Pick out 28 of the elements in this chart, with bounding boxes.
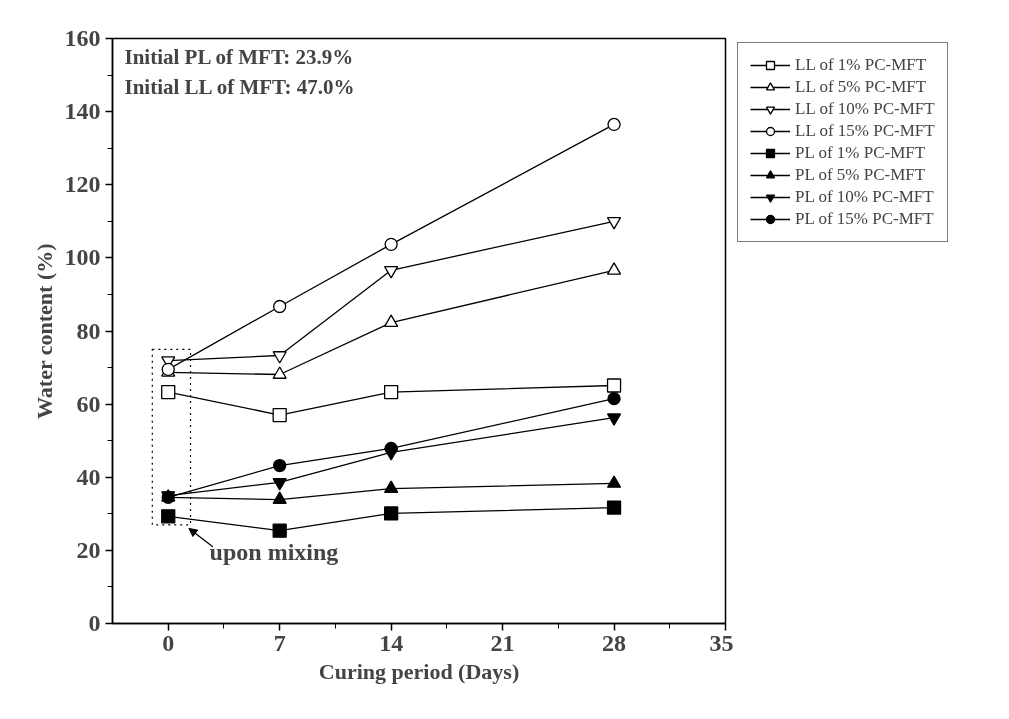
annotation: upon mixing xyxy=(209,539,339,566)
y-axis-title: Water content (%) xyxy=(31,243,57,419)
y-tick-label: 100 xyxy=(64,244,101,271)
annotation: Initial LL of MFT: 47.0% xyxy=(124,74,355,99)
y-tick-label: 120 xyxy=(64,171,101,198)
legend-label: LL of 10% PC-MFT xyxy=(795,99,935,119)
legend-label: LL of 1% PC-MFT xyxy=(795,55,927,75)
y-tick-label: 80 xyxy=(76,317,101,344)
y-tick-label: 0 xyxy=(88,610,101,636)
y-tick-label: 60 xyxy=(76,390,101,417)
legend-label: PL of 5% PC-MFT xyxy=(795,165,926,185)
x-tick-label: 21 xyxy=(490,629,515,656)
legend-label: PL of 1% PC-MFT xyxy=(795,143,926,163)
x-axis-title: Curing period (Days) xyxy=(318,658,520,684)
legend-label: LL of 15% PC-MFT xyxy=(795,121,935,141)
legend-label: PL of 15% PC-MFT xyxy=(795,209,934,229)
x-tick-label: 0 xyxy=(162,629,175,656)
y-tick-label: 20 xyxy=(76,536,101,563)
x-tick-label: 7 xyxy=(273,629,286,656)
x-tick-label: 35 xyxy=(709,629,734,656)
y-tick-label: 140 xyxy=(64,98,101,125)
x-tick-label: 28 xyxy=(602,629,627,656)
y-tick-label: 40 xyxy=(76,463,101,490)
annotation: Initial PL of MFT: 23.9% xyxy=(124,44,354,69)
y-tick-label: 160 xyxy=(64,25,101,51)
legend-label: LL of 5% PC-MFT xyxy=(795,77,927,97)
x-tick-label: 14 xyxy=(379,629,404,656)
legend-label: PL of 10% PC-MFT xyxy=(795,187,934,207)
